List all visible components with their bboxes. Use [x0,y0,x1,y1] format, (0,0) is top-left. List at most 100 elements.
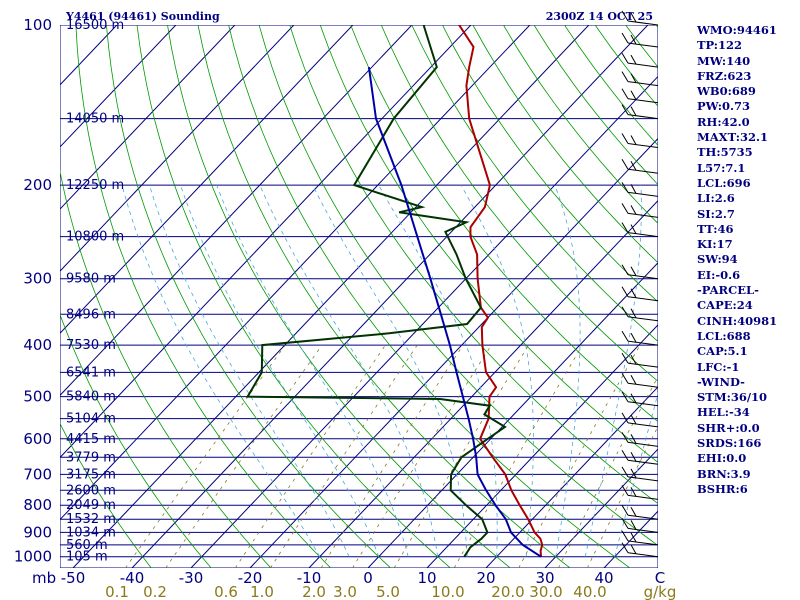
mixing-ratio-tick-label: 3.0 [333,583,357,600]
wind-barb [621,372,659,388]
dry-adiabat [60,313,212,568]
index-item: -WIND- [697,374,745,389]
mixing-ratio-line [518,344,641,568]
isotherm-line [0,25,58,568]
isotherm-line [60,25,295,272]
dry-adiabat [411,25,658,342]
mixing-ratio-tick-label: 0.2 [143,583,167,600]
temperature-tick-label: 0 [363,569,373,587]
index-item: SRDS:166 [697,436,762,451]
temperature-tick-label: 20 [476,569,495,587]
height-label: 1532 m [66,512,116,527]
index-item: CINH:40981 [697,313,778,328]
mixing-ratio-tick-label: 5.0 [376,583,400,600]
profile-dewpoint [245,25,507,558]
pressure-tick-label: 300 [23,270,52,288]
wind-barb [621,88,659,104]
wind-barb [621,264,659,280]
index-item: KI:17 [697,237,733,252]
index-item: CAPE:24 [697,298,753,313]
wind-barb [621,286,659,302]
wind-barb [621,504,659,520]
index-item: BRN:3.9 [697,466,751,481]
dry-adiabat [228,25,631,568]
dry-adiabat [472,25,658,264]
indices-panel: WMO:94461 TP:122 MW:140 FRZ:623 WB0:689 PW:0.… [697,23,797,497]
dry-adiabat [350,25,658,423]
height-label: 7530 m [66,338,116,353]
isotherm-line [60,25,413,397]
wind-barb [621,222,659,238]
isotherm-line [60,25,177,148]
height-label: 16500 m [66,18,124,33]
wind-barb [621,449,659,465]
height-label: 5840 m [66,390,116,405]
chart-title: Y4461 (94461) Sounding [65,10,220,23]
mixing-ratio-tick-label: 10.0 [431,583,464,600]
isotherm-line [190,75,658,568]
moist-adiabat [584,185,642,557]
pressure-unit-label: mb [32,569,56,587]
index-item: LI:2.6 [697,191,735,206]
wind-barb [621,182,659,197]
isotherm-line [485,386,658,568]
chart-time: 2300Z 14 OCT 25 [546,10,653,23]
height-label: 12250 m [66,178,124,193]
wind-barb [621,412,659,428]
mixing-ratio-tick-label: 20.0 [491,583,524,600]
index-item: LCL:696 [697,175,751,190]
temperature-tick-label: -10 [297,569,322,587]
temperature-tick-label: -50 [61,569,86,587]
wind-barb [621,352,659,368]
pressure-tick-label: 500 [23,388,52,406]
index-item: CAP:5.1 [697,344,748,359]
mixing-ratio-line [586,425,658,568]
index-item: FRZ:623 [697,68,752,83]
isotherm-line [131,25,649,568]
height-label: 560 m [66,538,108,553]
dry-adiabat [167,25,511,568]
mixing-ratio-line [125,344,286,568]
height-label: 2049 m [66,498,116,513]
height-label: 3175 m [66,467,116,482]
index-item: TH:5735 [697,145,753,160]
temperature-tick-label: 30 [535,569,554,587]
isotherm-line [367,262,658,568]
wind-barb [621,391,659,407]
dry-adiabat [60,422,152,568]
dry-adiabat [106,25,391,568]
index-item: WB0:689 [697,84,756,99]
index-item: PW:0.73 [697,99,751,114]
height-label: 10800 m [66,230,124,245]
wind-barb [621,104,659,120]
isotherm-line [249,137,658,568]
wind-barb [621,530,659,546]
dry-adiabat [258,25,658,546]
mixing-ratio-tick-label: 0.6 [214,583,238,600]
index-item: EI:-0.6 [697,267,741,282]
isotherm-line [60,25,236,210]
moist-adiabat [614,391,658,557]
index-item: HEL:-34 [697,405,750,420]
temperature-tick-label: -20 [238,569,263,587]
isotherm-line [60,25,472,459]
mixing-ratio-line [165,344,323,568]
wind-barb [621,330,659,346]
pressure-tick-label: 100 [23,16,52,34]
height-label: 6541 m [66,365,116,380]
index-item: MW:140 [697,53,751,68]
moist-adiabat [216,184,409,557]
isotherm-line [72,25,590,568]
moist-adiabat [121,184,321,557]
pressure-tick-label: 800 [23,496,52,514]
temperature-tick-label: -30 [179,569,204,587]
isotherm-line [426,324,658,568]
wind-barb [621,485,659,500]
pressure-tick-label: 900 [23,523,52,541]
wind-barb [621,71,659,87]
height-label: 14050 m [66,112,124,127]
wind-barb [621,203,659,218]
mixing-ratio-unit-label: g/kg [644,583,677,600]
mixing-ratio-line [270,344,418,568]
height-label: 105 m [66,550,108,565]
